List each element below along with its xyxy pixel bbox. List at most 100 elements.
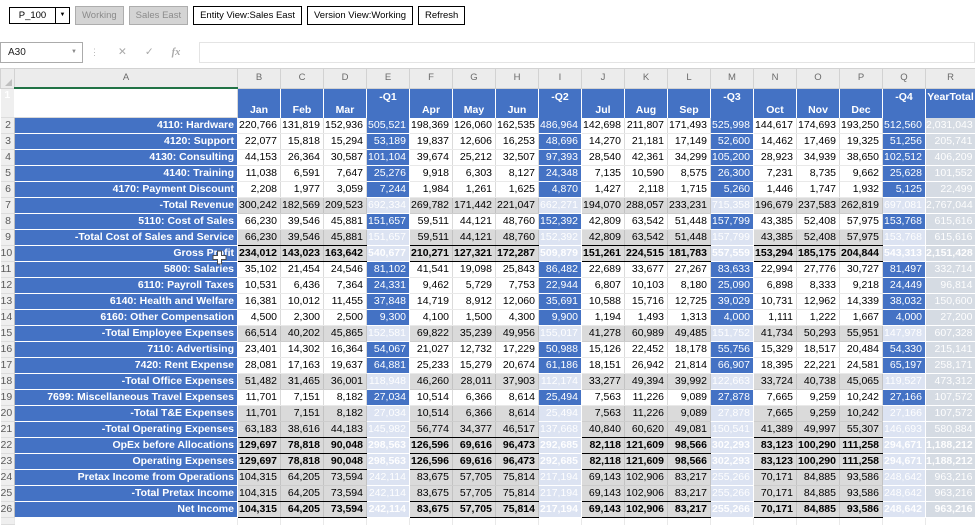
cell[interactable]: 37,903	[496, 374, 539, 390]
cell[interactable]: 70,171	[754, 486, 797, 502]
pov-dropdown[interactable]: P_100 ▼	[9, 7, 70, 24]
cell[interactable]: 580,884	[926, 422, 975, 438]
cell[interactable]: 97,393	[539, 150, 582, 166]
cell[interactable]: 8,180	[668, 278, 711, 294]
cell[interactable]: 70,171	[754, 502, 797, 518]
cell[interactable]: 10,242	[840, 390, 883, 406]
cell[interactable]: 69,143	[582, 486, 625, 502]
cell[interactable]: 81,102	[367, 262, 410, 278]
cell[interactable]: 69,616	[453, 454, 496, 470]
cell[interactable]: 194,070	[582, 198, 625, 214]
row-number[interactable]: 26	[1, 502, 15, 518]
cell[interactable]: 96,473	[496, 454, 539, 470]
cell[interactable]: 692,334	[367, 198, 410, 214]
cell[interactable]: 22,077	[238, 134, 281, 150]
cell[interactable]: 45,881	[324, 230, 367, 246]
cell[interactable]: 144,617	[754, 118, 797, 134]
cell[interactable]: 255,266	[711, 486, 754, 502]
row-label[interactable]: 6110: Payroll Taxes	[15, 278, 238, 294]
cell[interactable]: 15,716	[625, 294, 668, 310]
cell[interactable]: 22,944	[539, 278, 582, 294]
cell[interactable]: 152,392	[539, 230, 582, 246]
cell[interactable]: 63,542	[625, 230, 668, 246]
column-header-P[interactable]: P	[840, 69, 883, 89]
cell[interactable]: 83,675	[410, 470, 453, 486]
cell[interactable]: 36,001	[324, 374, 367, 390]
row-label[interactable]: 6160: Other Compensation	[15, 310, 238, 326]
cell[interactable]: 84,885	[797, 470, 840, 486]
cell[interactable]: 55,307	[840, 422, 883, 438]
cell[interactable]: 509,879	[539, 246, 582, 262]
column-header-D[interactable]: D	[324, 69, 367, 89]
cell[interactable]: 185,175	[797, 246, 840, 262]
cell[interactable]: 142,698	[582, 118, 625, 134]
cell[interactable]: 41,278	[582, 326, 625, 342]
cell[interactable]: 171,442	[453, 198, 496, 214]
cell[interactable]: 102,906	[625, 470, 668, 486]
row-number[interactable]: 11	[1, 262, 15, 278]
cell[interactable]: 24,348	[539, 166, 582, 182]
column-header-O[interactable]: O	[797, 69, 840, 89]
cell[interactable]: 31,465	[281, 374, 324, 390]
cell[interactable]: 255,266	[711, 502, 754, 518]
cell[interactable]: 37,848	[367, 294, 410, 310]
cell[interactable]: 7,563	[582, 406, 625, 422]
cell[interactable]: 20,674	[496, 358, 539, 374]
column-header-N[interactable]: N	[754, 69, 797, 89]
cell[interactable]: 193,250	[840, 118, 883, 134]
cell[interactable]: 73,594	[324, 486, 367, 502]
cell[interactable]: 28,540	[582, 150, 625, 166]
cell[interactable]: 39,546	[281, 230, 324, 246]
row-label[interactable]: -Total Employee Expenses	[15, 326, 238, 342]
cell[interactable]: 10,012	[281, 294, 324, 310]
cell[interactable]: 75,814	[496, 486, 539, 502]
cell[interactable]: 9,918	[410, 166, 453, 182]
month-header[interactable]: Aug	[625, 88, 668, 118]
cell[interactable]: 75,814	[496, 502, 539, 518]
row-label[interactable]: 4110: Hardware	[15, 118, 238, 134]
cell[interactable]: 104,315	[238, 502, 281, 518]
cell[interactable]: 21,181	[625, 134, 668, 150]
yeartotal-header[interactable]: YearTotal	[926, 88, 975, 118]
cell[interactable]: 174,693	[797, 118, 840, 134]
cell[interactable]: 242,114	[367, 486, 410, 502]
cell[interactable]: 107,572	[926, 390, 975, 406]
cell[interactable]: 35,102	[238, 262, 281, 278]
cell[interactable]: 25,212	[453, 150, 496, 166]
cell[interactable]: 73,594	[324, 470, 367, 486]
cell[interactable]: 52,408	[797, 214, 840, 230]
cell[interactable]: 248,642	[883, 486, 926, 502]
cell[interactable]: 25,843	[496, 262, 539, 278]
cell[interactable]: 505,521	[367, 118, 410, 134]
cell[interactable]: 12,060	[496, 294, 539, 310]
cell[interactable]: 23,401	[238, 342, 281, 358]
cell[interactable]: 1,313	[668, 310, 711, 326]
cell[interactable]: 9,218	[840, 278, 883, 294]
row-number[interactable]: 19	[1, 390, 15, 406]
cell[interactable]: 45,865	[324, 326, 367, 342]
cell[interactable]: 25,494	[539, 406, 582, 422]
chevron-down-icon[interactable]: ▼	[56, 7, 70, 24]
cell[interactable]: 54,330	[883, 342, 926, 358]
row-number[interactable]: 16	[1, 342, 15, 358]
sales-east-button[interactable]: Sales East	[129, 6, 188, 25]
month-header[interactable]: May	[453, 88, 496, 118]
cell[interactable]: 224,515	[625, 246, 668, 262]
cell[interactable]: 39,992	[668, 374, 711, 390]
cell[interactable]: 38,650	[840, 150, 883, 166]
cell[interactable]: 1,427	[582, 182, 625, 198]
cell[interactable]: 55,951	[840, 326, 883, 342]
cell[interactable]: 96,814	[926, 278, 975, 294]
cell[interactable]: 16,381	[238, 294, 281, 310]
row-label[interactable]: 5800: Salaries	[15, 262, 238, 278]
cell[interactable]: 248,642	[883, 502, 926, 518]
cell[interactable]: 153,768	[883, 230, 926, 246]
cell[interactable]: 48,760	[496, 230, 539, 246]
cell[interactable]: 1,932	[840, 182, 883, 198]
version-view-button[interactable]: Version View:Working	[307, 6, 413, 25]
cell[interactable]: 127,321	[453, 246, 496, 262]
cell[interactable]: 607,328	[926, 326, 975, 342]
cell[interactable]: 111,258	[840, 438, 883, 454]
cell[interactable]: 84,885	[797, 502, 840, 518]
cell[interactable]: 14,302	[281, 342, 324, 358]
